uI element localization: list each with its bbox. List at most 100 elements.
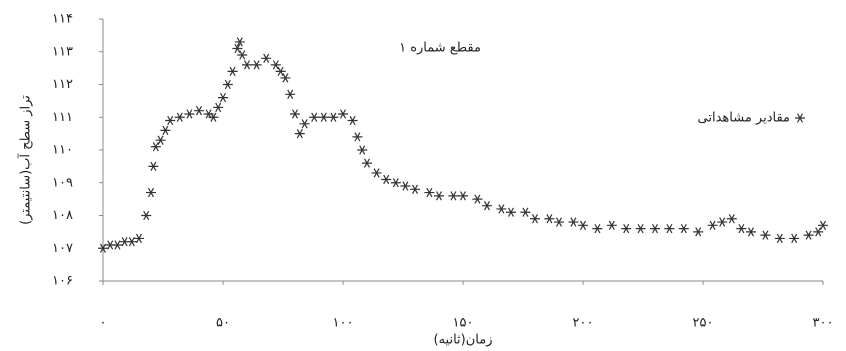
data-point bbox=[222, 79, 233, 90]
data-point bbox=[165, 115, 176, 126]
data-point bbox=[98, 243, 108, 253]
data-point bbox=[650, 223, 660, 234]
data-point bbox=[290, 109, 300, 119]
data-point bbox=[194, 106, 204, 116]
data-point bbox=[482, 201, 492, 211]
data-point bbox=[707, 220, 718, 230]
y-tick-label: ۱۱۰ bbox=[52, 143, 73, 158]
y-tick-label: ۱۱۲ bbox=[52, 77, 73, 92]
data-point bbox=[458, 191, 468, 201]
data-point bbox=[234, 37, 245, 47]
x-tick-label: ۲۰۰ bbox=[573, 316, 594, 331]
data-point bbox=[381, 174, 392, 185]
data-point bbox=[760, 230, 771, 240]
data-point bbox=[299, 119, 310, 129]
data-point bbox=[146, 187, 156, 198]
data-point bbox=[126, 237, 137, 247]
data-point bbox=[554, 217, 564, 227]
data-point bbox=[242, 60, 252, 70]
data-point bbox=[664, 223, 675, 234]
data-point bbox=[726, 214, 737, 224]
data-point bbox=[155, 135, 166, 145]
data-point bbox=[232, 43, 243, 54]
data-point bbox=[213, 102, 224, 113]
data-point bbox=[693, 227, 704, 237]
data-point bbox=[309, 112, 320, 122]
legend-marker bbox=[795, 113, 805, 123]
data-point bbox=[148, 161, 159, 172]
data-point bbox=[160, 125, 171, 135]
data-point bbox=[717, 217, 728, 227]
y-tick-label: ۱۱۳ bbox=[52, 44, 73, 59]
data-point bbox=[338, 109, 348, 119]
x-tick-label: ۵۰ bbox=[216, 316, 230, 331]
data-point bbox=[251, 60, 262, 70]
data-point bbox=[237, 50, 248, 60]
data-point bbox=[328, 112, 339, 122]
data-point bbox=[371, 168, 382, 178]
data-point bbox=[818, 220, 828, 230]
y-tick-label: ۱۱۱ bbox=[52, 110, 73, 125]
data-point bbox=[424, 187, 435, 198]
data-point bbox=[294, 128, 305, 139]
data-point bbox=[270, 60, 281, 70]
y-tick-label: ۱۰۶ bbox=[52, 274, 73, 289]
data-point bbox=[208, 112, 219, 122]
data-point bbox=[434, 191, 444, 201]
data-point bbox=[621, 223, 632, 234]
data-point bbox=[530, 214, 540, 224]
data-point bbox=[347, 115, 358, 126]
data-point bbox=[544, 214, 555, 224]
data-point bbox=[174, 112, 185, 122]
data-point bbox=[592, 223, 603, 234]
y-tick-label: ۱۰۹ bbox=[52, 175, 73, 190]
data-point bbox=[448, 191, 459, 201]
data-point bbox=[150, 142, 161, 152]
data-point bbox=[736, 223, 747, 234]
data-point bbox=[141, 210, 152, 221]
data-point bbox=[578, 220, 588, 230]
data-point bbox=[261, 53, 272, 63]
chart-title: مقطع شماره ۱ bbox=[399, 41, 481, 56]
legend-label: مقادیر مشاهداتی bbox=[698, 111, 790, 126]
data-point bbox=[410, 184, 420, 194]
y-tick-label: ۱۰۸ bbox=[52, 208, 73, 223]
data-point bbox=[352, 132, 363, 142]
x-tick-label: ۱۵۰ bbox=[453, 316, 474, 331]
data-point bbox=[678, 223, 689, 234]
data-point bbox=[520, 207, 531, 217]
data-point bbox=[227, 66, 238, 77]
y-tick-label: ۱۰۷ bbox=[52, 241, 73, 256]
data-point bbox=[568, 217, 579, 227]
data-point bbox=[606, 220, 617, 230]
data-point bbox=[506, 207, 516, 217]
data-point bbox=[134, 233, 144, 244]
data-point bbox=[746, 227, 756, 237]
data-point bbox=[813, 227, 824, 237]
y-tick-label: ۱۱۴ bbox=[52, 12, 73, 27]
data-point bbox=[635, 223, 646, 234]
data-point bbox=[218, 92, 228, 103]
data-point bbox=[184, 109, 195, 119]
x-tick-label: ۳۰۰ bbox=[813, 316, 834, 331]
data-point bbox=[362, 158, 372, 168]
x-axis-label: زمان(ثانیه) bbox=[434, 333, 493, 348]
data-point bbox=[774, 233, 785, 244]
data-point bbox=[390, 178, 401, 188]
data-point bbox=[400, 181, 411, 191]
data-point bbox=[789, 233, 800, 244]
data-point bbox=[472, 194, 483, 204]
data-point bbox=[285, 89, 296, 99]
data-point bbox=[112, 240, 123, 250]
data-point bbox=[496, 204, 507, 214]
data-point bbox=[803, 230, 814, 240]
data-point bbox=[275, 66, 286, 77]
data-point bbox=[318, 112, 329, 122]
x-tick-label: ۱۰۰ bbox=[333, 316, 354, 331]
data-point bbox=[280, 73, 291, 83]
y-axis-label: تراز سطح آب(سانتیمتر) bbox=[17, 95, 34, 225]
x-tick-label: ۰ bbox=[100, 316, 107, 331]
data-point bbox=[357, 145, 368, 155]
